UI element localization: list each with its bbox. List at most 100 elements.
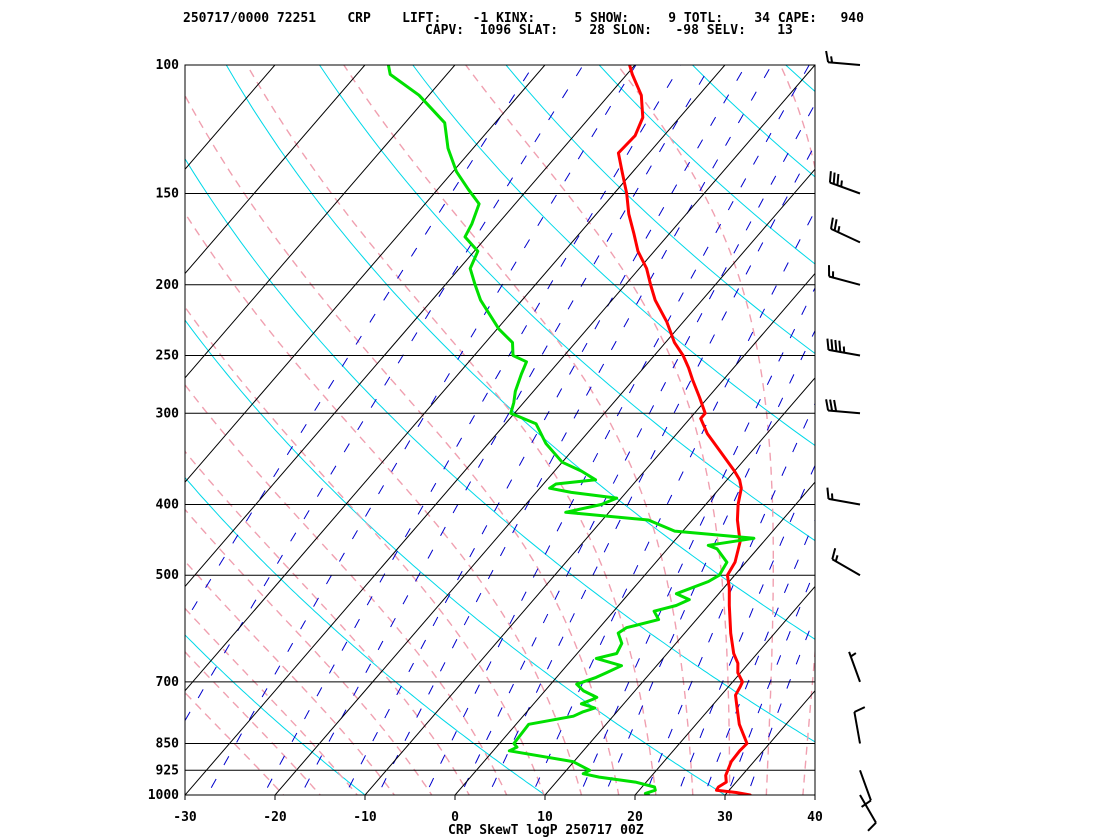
isotherm — [185, 65, 546, 483]
barb-half-flag — [840, 180, 843, 187]
mixing-ratio-line — [644, 402, 815, 795]
barb-staff — [828, 61, 861, 66]
isotherm — [0, 49, 19, 811]
barb-staff — [828, 275, 861, 286]
wind-barb — [828, 265, 861, 286]
isotherm — [454, 377, 815, 795]
pressure-label: 150 — [156, 187, 180, 202]
isotherm — [0, 49, 109, 811]
moist-adiabat — [185, 450, 471, 795]
temperature-label: -10 — [353, 810, 377, 825]
isotherm — [185, 65, 186, 66]
dry-adiabat — [412, 65, 815, 447]
pressure-label: 700 — [156, 675, 180, 690]
barb-staff — [831, 558, 861, 577]
wind-barb — [826, 338, 861, 357]
barb-flag — [867, 821, 877, 832]
wind-barb — [859, 769, 872, 808]
barb-staff — [828, 409, 861, 415]
isotherm — [274, 168, 815, 795]
barb-staff — [859, 769, 872, 801]
moist-adiabat — [185, 650, 322, 795]
mixing-ratio-line — [262, 65, 682, 795]
isotherms — [0, 49, 815, 811]
barb-flag — [829, 399, 834, 412]
pressure-label: 200 — [156, 278, 180, 293]
wind-barbs — [825, 50, 877, 832]
barb-flag — [833, 399, 838, 412]
mixing-ratio-line — [746, 614, 815, 795]
barb-flag — [861, 799, 872, 808]
pressure-label: 100 — [156, 58, 180, 73]
pressure-label: 300 — [156, 406, 180, 421]
mixing-ratio-line — [459, 103, 815, 795]
isotherm — [185, 65, 366, 275]
temperature-profile — [616, 65, 752, 795]
temperature-label: 10 — [537, 810, 553, 825]
moist-adiabat — [779, 65, 815, 795]
dry-adiabat — [185, 634, 366, 795]
wind-barb — [853, 706, 866, 744]
moist-adiabat — [185, 211, 583, 795]
isotherm — [544, 481, 815, 795]
barb-flag — [826, 338, 830, 350]
wind-barb — [831, 547, 861, 577]
mixing-ratio-line — [726, 568, 815, 795]
wind-barb — [848, 651, 861, 683]
barb-flag — [825, 50, 830, 63]
barb-flag — [834, 339, 838, 352]
profile-lines — [386, 65, 756, 795]
mixing-ratio-line — [344, 65, 747, 795]
mixing-ratio-line — [579, 286, 815, 795]
isotherm — [185, 65, 276, 170]
temperature-label: 0 — [451, 810, 459, 825]
barb-half-flag — [850, 652, 857, 658]
barb-staff — [848, 651, 861, 683]
temperature-label: 40 — [807, 810, 823, 825]
mixing-ratio-line — [487, 143, 815, 795]
barb-flag — [836, 173, 840, 186]
chart-title: CRP SkewT logP 250717 00Z — [448, 823, 644, 838]
mixing-ratio-line — [206, 65, 637, 795]
wind-barb — [825, 50, 861, 66]
isotherm — [634, 585, 815, 795]
header-line-1: 250717/0000 72251 CRP LIFT: -1 KINX: 5 S… — [183, 11, 864, 26]
mixing-ratio-line — [185, 65, 535, 623]
barb-half-flag — [837, 226, 841, 233]
barb-flag — [830, 339, 834, 351]
isotherm — [185, 65, 636, 588]
barb-flag — [831, 547, 837, 560]
mixing-ratio-line — [424, 65, 810, 795]
barb-flag — [838, 340, 842, 353]
wind-barb — [828, 171, 861, 195]
moist-adiabat — [185, 305, 545, 795]
pressure-label: 500 — [156, 568, 180, 583]
isotherm — [185, 65, 815, 795]
barb-staff — [859, 794, 877, 824]
pressure-label: 850 — [156, 737, 180, 752]
moist-adiabat — [185, 508, 433, 795]
temperature-label: 20 — [627, 810, 643, 825]
isotherm — [185, 65, 456, 379]
pressure-label: 1000 — [148, 788, 179, 803]
barb-staff — [853, 711, 861, 744]
barb-flag — [832, 172, 836, 185]
barb-staff — [828, 497, 861, 506]
mixing-ratio-line — [676, 464, 815, 795]
barb-half-flag — [830, 56, 834, 63]
wind-barb — [826, 487, 861, 506]
moist-adiabat — [246, 65, 657, 795]
dry-adiabat — [185, 319, 726, 795]
plot-frame — [184, 64, 816, 796]
barb-staff — [829, 181, 861, 195]
barb-flag — [828, 171, 832, 183]
isotherm — [724, 690, 815, 795]
wind-barb — [825, 399, 861, 415]
barb-flag — [825, 399, 830, 411]
barb-staff — [828, 348, 861, 357]
moist-adiabat — [185, 383, 508, 795]
moist-adiabat — [185, 94, 620, 795]
pressure-label: 925 — [156, 763, 179, 778]
dry-adiabat — [784, 65, 815, 93]
